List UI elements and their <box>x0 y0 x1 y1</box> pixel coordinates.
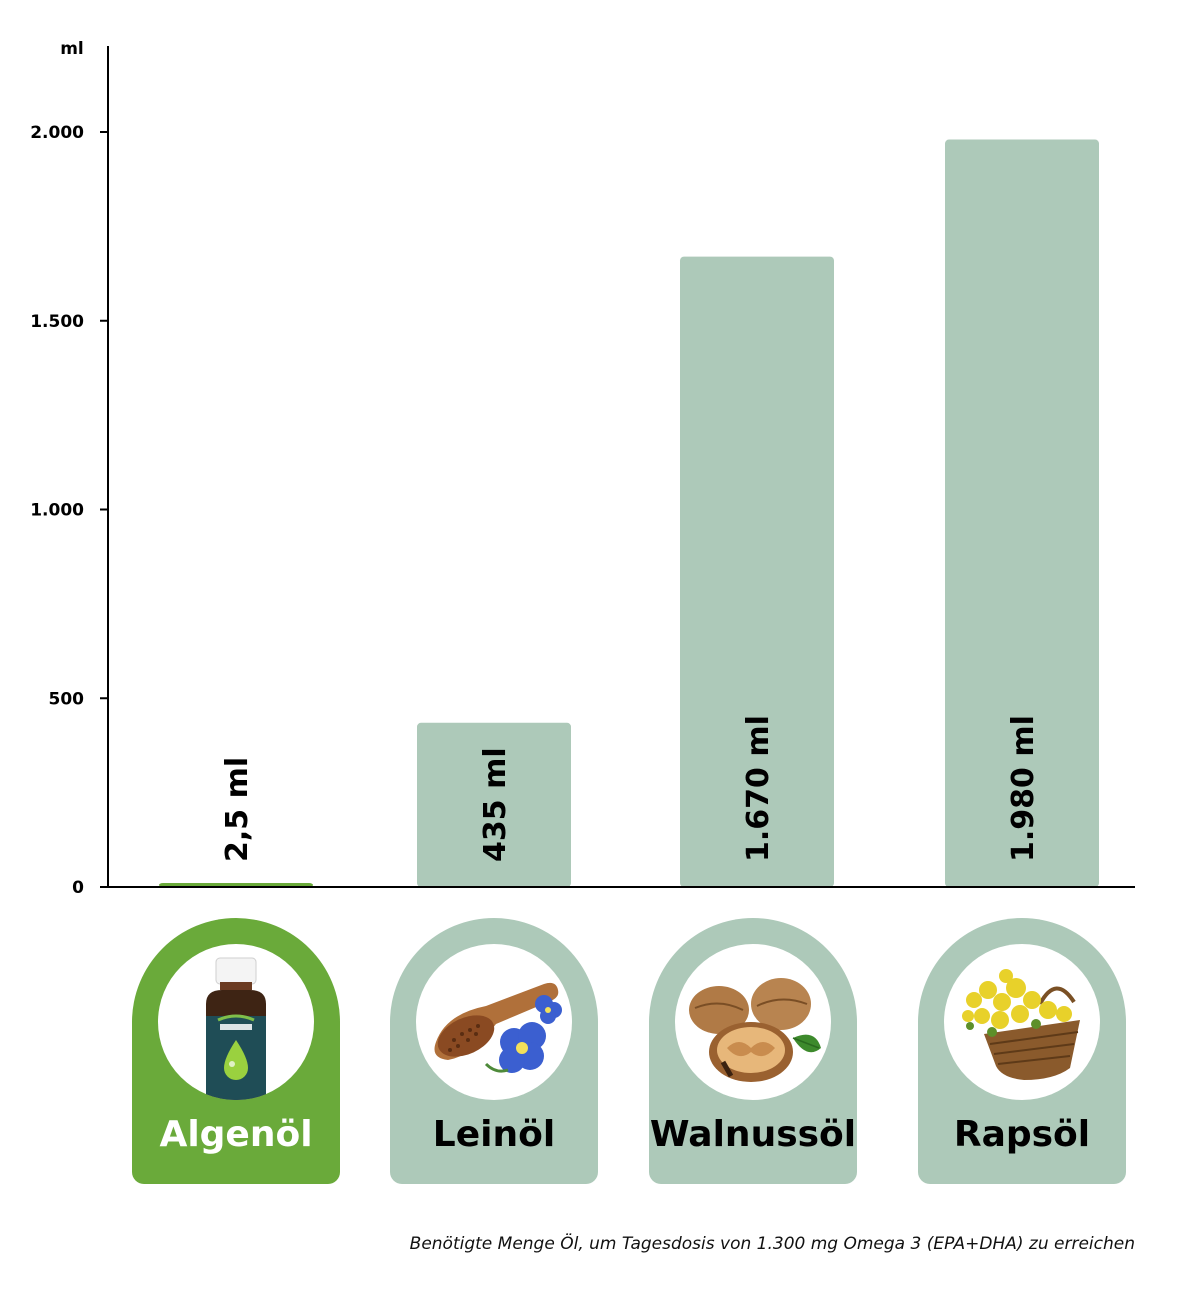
bar-4 <box>945 139 1099 888</box>
y-tick-label: 1.000 <box>30 501 84 521</box>
chart-caption: Benötigte Menge Öl, um Tagesdosis von 1.… <box>409 1234 1135 1254</box>
bar-3 <box>680 256 834 887</box>
walnut-icon <box>689 978 821 1082</box>
bar-value-label: 435 ml <box>478 747 513 862</box>
y-tick-label: 0 <box>72 878 84 898</box>
y-tick-label: 500 <box>49 689 85 709</box>
bar-value-label: 1.670 ml <box>741 715 776 862</box>
image-circle <box>416 944 572 1100</box>
category-label: Rapsöl <box>953 1114 1091 1155</box>
y-axis-unit-label: ml <box>60 39 84 59</box>
bar-chart: ml 0 500 1.000 1.500 2.000 2,5 ml 435 ml 1.670… <box>30 39 1135 898</box>
algae-oil-bottle-icon <box>206 957 266 1100</box>
bar-value-label: 2,5 ml <box>220 757 255 862</box>
flaxseed-flower-icon <box>434 982 562 1073</box>
bar-2 <box>417 722 571 887</box>
category-label: Leinöl <box>432 1114 556 1155</box>
image-circle <box>675 944 831 1100</box>
category-card-walnussoel: Walnussöl <box>649 918 857 1184</box>
image-circle <box>944 944 1100 1100</box>
category-label: Walnussöl <box>649 1114 857 1155</box>
category-card-leinoel: Leinöl <box>390 918 598 1184</box>
category-label: Algenöl <box>159 1114 313 1155</box>
y-tick-label: 2.000 <box>30 123 84 143</box>
rapeseed-basket-icon <box>962 969 1080 1080</box>
image-circle <box>158 944 314 1100</box>
bar-value-label: 1.980 ml <box>1006 715 1041 862</box>
category-card-rapsoel: Rapsöl <box>918 918 1126 1184</box>
y-tick-label: 1.500 <box>30 312 84 332</box>
category-card-algenoel: Algenöl <box>132 918 340 1184</box>
